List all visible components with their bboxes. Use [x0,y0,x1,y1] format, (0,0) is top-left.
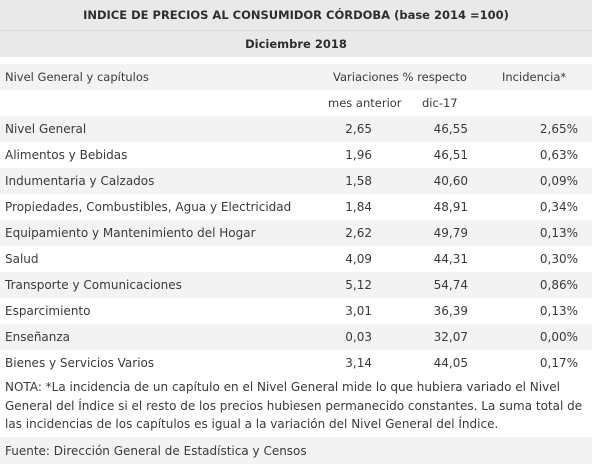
prev-month-value: 1,84 [345,200,372,214]
table-subtitle: Diciembre 2018 [0,31,592,57]
table-body: Nivel General 2,65 46,55 2,65% Alimentos… [0,116,592,376]
source-text: Fuente: Dirección General de Estadística… [5,443,307,458]
table-row: Transporte y Comunicaciones 5,12 54,74 0… [0,272,592,298]
incidence-value: 0,34% [539,200,578,214]
table-row: Esparcimiento 3,01 36,39 0,13% [0,298,592,324]
dic17-value: 44,31 [433,252,468,266]
header-row-1: Nivel General y capítulos Variaciones % … [0,64,592,90]
incidence-value: 0,30% [539,252,578,266]
chapter-name: Salud [5,252,39,266]
incidence-value: 0,17% [539,356,578,370]
footnote: NOTA: *La incidencia de un capítulo en e… [0,375,592,435]
footnote-text: NOTA: *La incidencia de un capítulo en e… [5,380,583,431]
column-header-chapter: Nivel General y capítulos [5,70,149,84]
chapter-name: Esparcimiento [5,304,91,318]
table-row: Propiedades, Combustibles, Agua y Electr… [0,194,592,220]
table-row: Equipamiento y Mantenimiento del Hogar 2… [0,220,592,246]
prev-month-value: 3,01 [345,304,372,318]
incidence-value: 0,63% [539,148,578,162]
incidence-value: 0,09% [539,174,578,188]
chapter-name: Bienes y Servicios Varios [5,356,155,370]
incidence-value: 0,00% [539,330,578,344]
header-row-2: mes anterior dic-17 [0,90,592,116]
column-header-prev-month: mes anterior [328,96,402,110]
chapter-name: Propiedades, Combustibles, Agua y Electr… [5,200,292,214]
table-row: Bienes y Servicios Varios 3,14 44,05 0,1… [0,350,592,376]
prev-month-value: 2,62 [345,226,372,240]
table-title: INDICE DE PRECIOS AL CONSUMIDOR CÓRDOBA … [0,0,592,31]
dic17-value: 46,51 [433,148,468,162]
prev-month-value: 1,58 [345,174,372,188]
prev-month-value: 3,14 [345,356,372,370]
table-row: Salud 4,09 44,31 0,30% [0,246,592,272]
chapter-name: Alimentos y Bebidas [5,148,128,162]
spacer [0,57,592,64]
dic17-value: 54,74 [433,278,468,292]
source-row: Fuente: Dirección General de Estadística… [0,437,592,464]
incidence-value: 0,13% [539,226,578,240]
dic17-value: 46,55 [433,122,468,136]
column-header-incidence: Incidencia* [502,70,567,84]
dic17-value: 40,60 [433,174,468,188]
prev-month-value: 4,09 [345,252,372,266]
chapter-name: Enseñanza [5,330,71,344]
table-row: Alimentos y Bebidas 1,96 46,51 0,63% [0,142,592,168]
dic17-value: 32,07 [433,330,468,344]
dic17-value: 48,91 [433,200,468,214]
incidence-value: 2,65% [539,122,578,136]
incidence-value: 0,13% [539,304,578,318]
dic17-value: 36,39 [433,304,468,318]
prev-month-value: 2,65 [345,122,372,136]
prev-month-value: 1,96 [345,148,372,162]
incidence-value: 0,86% [539,278,578,292]
table-row: Nivel General 2,65 46,55 2,65% [0,116,592,142]
table-row: Indumentaria y Calzados 1,58 40,60 0,09% [0,168,592,194]
chapter-name: Nivel General [5,122,87,136]
chapter-name: Transporte y Comunicaciones [5,278,182,292]
column-header-dic17: dic-17 [422,96,458,110]
table-row: Enseñanza 0,03 32,07 0,00% [0,324,592,350]
chapter-name: Equipamiento y Mantenimiento del Hogar [5,226,256,240]
chapter-name: Indumentaria y Calzados [5,174,155,188]
prev-month-value: 0,03 [345,330,372,344]
dic17-value: 44,05 [433,356,468,370]
dic17-value: 49,79 [433,226,468,240]
prev-month-value: 5,12 [345,278,372,292]
column-header-variations: Variaciones % respecto [333,70,467,84]
